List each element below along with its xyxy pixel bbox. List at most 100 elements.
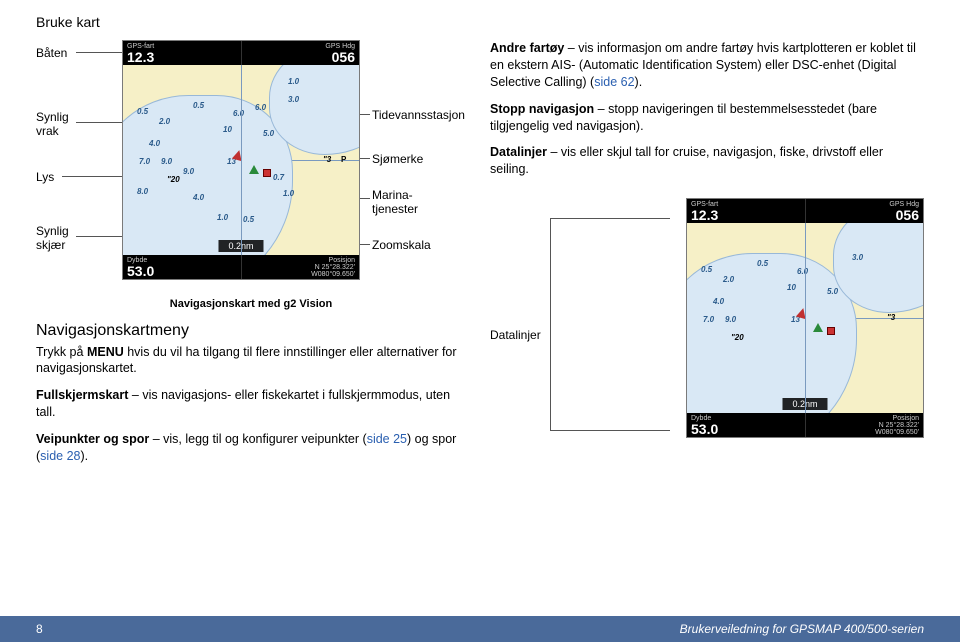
position-cell: Posisjon N 25°28.322' W080°09.650' [242,255,360,279]
leader [62,176,126,177]
depth-num: 8.0 [137,187,148,196]
paragraph: Trykk på MENU hvis du vil ha tilgang til… [36,344,466,378]
nav-topbar: GPS-fart 12.3 GPS Hdg 056 [123,41,359,65]
depth-num: 1.0 [288,77,299,86]
leader [550,334,551,430]
depth-quote: "20 [167,175,180,184]
depth-num: 2.0 [723,275,734,284]
red-buoy-icon [827,327,835,335]
gps-speed-value: 12.3 [127,50,237,64]
nav-topbar: GPS-fart 12.3 GPS Hdg 056 [687,199,923,223]
gps-hdg-value: 056 [246,50,356,64]
leader [76,122,126,123]
callout-marina: Marina- tjenester [372,188,418,216]
term: Stopp navigasjon [490,102,594,116]
left-body-text: Navigasjonskartmeny Trykk på MENU hvis d… [36,320,466,465]
depth-num: 4.0 [713,297,724,306]
term: Veipunkter og spor [36,432,149,446]
paragraph: Stopp navigasjon – stopp navigeringen ti… [490,101,924,135]
depth-num: 0.5 [243,215,254,224]
nav-chart-screenshot-2: GPS-fart 12.3 GPS Hdg 056 0.5 2.0 4 [686,198,924,438]
depth-cell: Dybde 53.0 [687,413,806,437]
leader [550,218,551,334]
position-lon: W080°09.650' [810,429,920,436]
position-lat: N 25°28.322' [810,422,920,429]
callout-reef: Synlig skjær [36,224,69,252]
depth-num: 0.7 [273,173,284,182]
zoom-scale: 0.2nm [218,240,263,252]
nav-map: 0.5 2.0 4.0 7.0 9.0 0.5 6.0 10 13 5.0 3.… [687,223,923,413]
depth-num: 3.0 [852,253,863,262]
gps-hdg-cell: GPS Hdg 056 [806,199,924,223]
paragraph: Datalinjer – vis eller skjul tall for cr… [490,144,924,178]
datalines-diagram: Datalinjer GPS-fart 12.3 GPS Hdg 056 [490,198,924,458]
red-buoy-icon [263,169,271,177]
depth-num: 7.0 [139,157,150,166]
page-link[interactable]: side 25 [367,432,407,446]
depth-num: 1.0 [283,189,294,198]
paragraph: Veipunkter og spor – vis, legg til og ko… [36,431,466,465]
callout-tide: Tidevannsstasjon [372,108,465,122]
zoom-scale: 0.2nm [782,398,827,410]
callout-zoom: Zoomskala [372,238,431,252]
gps-speed-cell: GPS-fart 12.3 [687,199,806,223]
text: – vis, legg til og konfigurer veipunkter… [149,432,366,446]
depth-num: 0.5 [193,101,204,110]
page-footer: 8 Brukerveiledning for GPSMAP 400/500-se… [0,616,960,642]
position-label: Posisjon [810,415,920,422]
gps-speed-value: 12.3 [691,208,801,222]
position-cell: Posisjon N 25°28.322' W080°09.650' [806,413,924,437]
annotated-nav-chart: Båten Synlig vrak Lys Synlig skjær Tidev… [36,40,466,290]
page-number: 8 [36,622,43,636]
green-buoy-icon [813,323,823,332]
nav-map: 0.5 2.0 4.0 7.0 9.0 0.5 6.0 10 13 5.0 3.… [123,65,359,255]
footer-title: Brukerveiledning for GPSMAP 400/500-seri… [680,622,924,636]
term: Datalinjer [490,145,547,159]
page-link[interactable]: side 28 [40,449,80,463]
text: Trykk på [36,345,87,359]
page-link[interactable]: side 62 [594,75,634,89]
figure-caption: Navigasjonskart med g2 Vision [36,298,466,310]
p-marker: P [341,155,346,164]
subheading: Navigasjonskartmeny [36,320,466,342]
position-lat: N 25°28.322' [246,264,356,271]
depth-num: 4.0 [193,193,204,202]
leader [76,236,126,237]
depth-num: 7.0 [703,315,714,324]
paragraph: Andre fartøy – vis informasjon om andre … [490,40,924,91]
callout-wreck: Synlig vrak [36,110,69,138]
green-buoy-icon [249,165,259,174]
callout-datalines: Datalinjer [490,328,541,342]
section-title: Bruke kart [36,14,924,30]
position-lon: W080°09.650' [246,271,356,278]
depth-value: 53.0 [127,264,237,278]
depth-num: 6.0 [255,103,266,112]
nav-chart-screenshot: GPS-fart 12.3 GPS Hdg 056 0.5 2.0 [122,40,360,280]
term: Fullskjermskart [36,388,128,402]
paragraph: Fullskjermskart – vis navigasjons- eller… [36,387,466,421]
depth-num: 1.0 [217,213,228,222]
leader [550,430,670,431]
leader [76,52,126,53]
gps-speed-cell: GPS-fart 12.3 [123,41,242,65]
depth-quote: "3 [323,155,331,164]
gps-hdg-value: 056 [810,208,920,222]
depth-num: 0.5 [701,265,712,274]
menu-key: MENU [87,345,124,359]
depth-num: 0.5 [757,259,768,268]
depth-num: 10 [787,283,796,292]
depth-num: 9.0 [183,167,194,176]
depth-num: 5.0 [263,129,274,138]
depth-cell: Dybde 53.0 [123,255,242,279]
callout-boat: Båten [36,46,67,60]
depth-value: 53.0 [691,422,801,436]
depth-num: 2.0 [159,117,170,126]
callout-light: Lys [36,170,54,184]
position-label: Posisjon [246,257,356,264]
depth-num: 4.0 [149,139,160,148]
gps-hdg-cell: GPS Hdg 056 [242,41,360,65]
depth-quote: "3 [887,313,895,322]
text: ). [635,75,643,89]
nav-bottombar: Dybde 53.0 Posisjon N 25°28.322' W080°09… [687,413,923,437]
depth-num: 9.0 [161,157,172,166]
